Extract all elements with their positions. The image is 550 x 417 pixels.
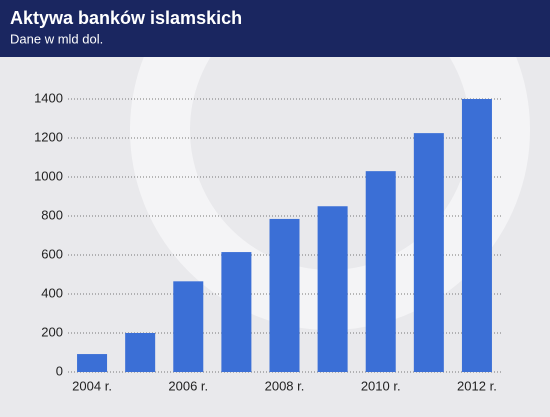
bar xyxy=(125,333,156,372)
y-tick-label: 600 xyxy=(41,246,63,261)
chart-title: Aktywa banków islamskich xyxy=(10,8,242,28)
bar xyxy=(317,206,348,372)
bar xyxy=(173,281,204,372)
y-tick-label: 200 xyxy=(41,324,63,339)
x-tick-label: 2010 r. xyxy=(361,378,401,393)
header xyxy=(0,0,550,57)
chart-subtitle: Dane w mld dol. xyxy=(10,31,103,46)
x-tick-label: 2012 r. xyxy=(457,378,497,393)
y-tick-label: 800 xyxy=(41,207,63,222)
bar xyxy=(77,354,108,372)
y-tick-label: 1200 xyxy=(34,129,63,144)
x-tick-label: 2004 r. xyxy=(72,378,112,393)
y-tick-label: 0 xyxy=(56,363,63,378)
bar xyxy=(365,171,396,372)
bar xyxy=(413,133,444,372)
y-tick-label: 1000 xyxy=(34,168,63,183)
bar xyxy=(461,99,492,372)
bar xyxy=(221,252,252,372)
bar xyxy=(269,218,300,372)
y-tick-label: 1400 xyxy=(34,90,63,105)
y-tick-label: 400 xyxy=(41,285,63,300)
x-tick-label: 2008 r. xyxy=(265,378,305,393)
x-tick-label: 2006 r. xyxy=(168,378,208,393)
